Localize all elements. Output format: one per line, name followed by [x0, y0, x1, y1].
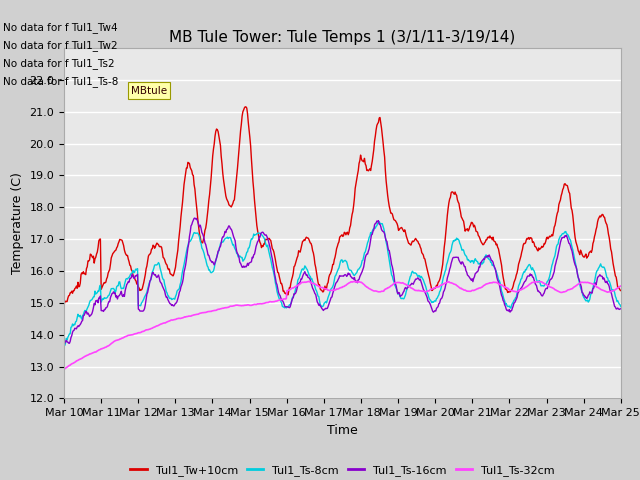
Tul1_Ts-32cm — [411, 288, 419, 293]
Tul1_Tw+10cm — [411, 237, 419, 242]
Tul1_Ts-16cm — [184, 245, 192, 251]
Tul1_Ts-32cm — [60, 366, 68, 372]
Tul1_Ts-8cm — [61, 343, 68, 348]
Tul1_Ts-32cm — [214, 307, 221, 312]
Tul1_Ts-32cm — [617, 283, 625, 289]
Tul1_Ts-32cm — [70, 360, 78, 366]
Text: No data for f Tul1_Ts2: No data for f Tul1_Ts2 — [3, 58, 115, 69]
Tul1_Ts-16cm — [191, 215, 198, 221]
Tul1_Tw+10cm — [428, 283, 435, 289]
Y-axis label: Temperature (C): Temperature (C) — [11, 172, 24, 274]
Tul1_Ts-16cm — [214, 248, 222, 254]
Line: Tul1_Ts-16cm: Tul1_Ts-16cm — [64, 218, 621, 345]
Tul1_Ts-32cm — [428, 287, 435, 292]
Tul1_Ts-8cm — [185, 240, 193, 245]
Tul1_Ts-8cm — [71, 322, 79, 327]
Tul1_Tw+10cm — [214, 127, 221, 132]
Tul1_Ts-8cm — [214, 250, 222, 256]
Tul1_Tw+10cm — [617, 288, 625, 293]
Tul1_Ts-8cm — [617, 304, 625, 310]
Tul1_Tw+10cm — [70, 288, 78, 294]
Tul1_Ts-16cm — [617, 306, 625, 312]
Tul1_Ts-16cm — [60, 342, 68, 348]
Tul1_Ts-8cm — [412, 270, 419, 276]
Line: Tul1_Ts-32cm: Tul1_Ts-32cm — [64, 281, 621, 369]
Tul1_Ts-8cm — [428, 300, 436, 306]
Legend: Tul1_Tw+10cm, Tul1_Ts-8cm, Tul1_Ts-16cm, Tul1_Ts-32cm: Tul1_Tw+10cm, Tul1_Ts-8cm, Tul1_Ts-16cm,… — [125, 461, 559, 480]
Text: MBtule: MBtule — [131, 85, 167, 96]
X-axis label: Time: Time — [327, 424, 358, 437]
Tul1_Ts-16cm — [70, 327, 78, 333]
Tul1_Tw+10cm — [127, 267, 135, 273]
Tul1_Ts-16cm — [411, 278, 419, 284]
Text: No data for f Tul1_Tw4: No data for f Tul1_Tw4 — [3, 22, 118, 33]
Tul1_Ts-8cm — [375, 219, 383, 225]
Tul1_Ts-16cm — [127, 275, 135, 280]
Title: MB Tule Tower: Tule Temps 1 (3/1/11-3/19/14): MB Tule Tower: Tule Temps 1 (3/1/11-3/19… — [169, 30, 516, 46]
Text: No data for f Tul1_Ts-8: No data for f Tul1_Ts-8 — [3, 76, 118, 87]
Line: Tul1_Tw+10cm: Tul1_Tw+10cm — [64, 107, 621, 305]
Tul1_Ts-32cm — [127, 332, 135, 338]
Tul1_Ts-32cm — [184, 313, 192, 319]
Tul1_Ts-32cm — [305, 278, 312, 284]
Line: Tul1_Ts-8cm: Tul1_Ts-8cm — [64, 222, 621, 346]
Tul1_Ts-8cm — [128, 270, 136, 276]
Text: No data for f Tul1_Tw2: No data for f Tul1_Tw2 — [3, 40, 118, 51]
Tul1_Tw+10cm — [241, 104, 249, 110]
Tul1_Ts-8cm — [60, 342, 68, 348]
Tul1_Tw+10cm — [60, 302, 68, 308]
Tul1_Ts-16cm — [428, 304, 435, 310]
Tul1_Tw+10cm — [184, 159, 192, 165]
